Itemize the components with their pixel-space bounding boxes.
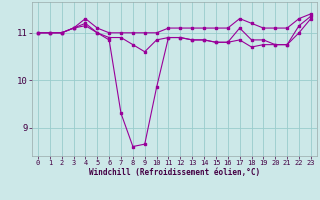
X-axis label: Windchill (Refroidissement éolien,°C): Windchill (Refroidissement éolien,°C) [89,168,260,177]
